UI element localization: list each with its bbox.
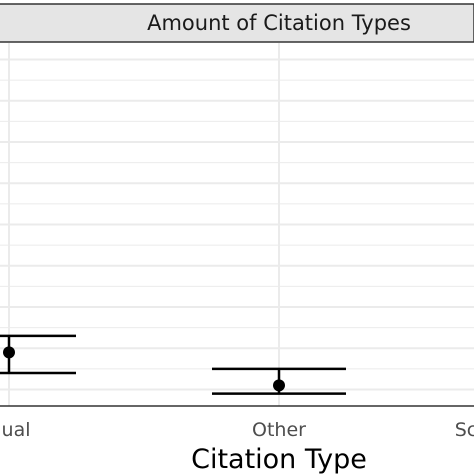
facet-strip [0, 3, 474, 43]
marks-layer [0, 334, 346, 395]
mean-point-other [273, 379, 285, 392]
ticks-layer: nual Other Sc [0, 419, 474, 441]
x-tick-label-software: Sc [455, 419, 474, 441]
x-tick-label-manual: nual [0, 419, 31, 441]
mean-point-manual [3, 346, 15, 359]
x-tick-label-other: Other [252, 419, 306, 441]
x-axis-title: Citation Type [191, 444, 367, 474]
facet-title: Amount of Citation Types [147, 11, 411, 35]
grid-layer [0, 43, 474, 406]
